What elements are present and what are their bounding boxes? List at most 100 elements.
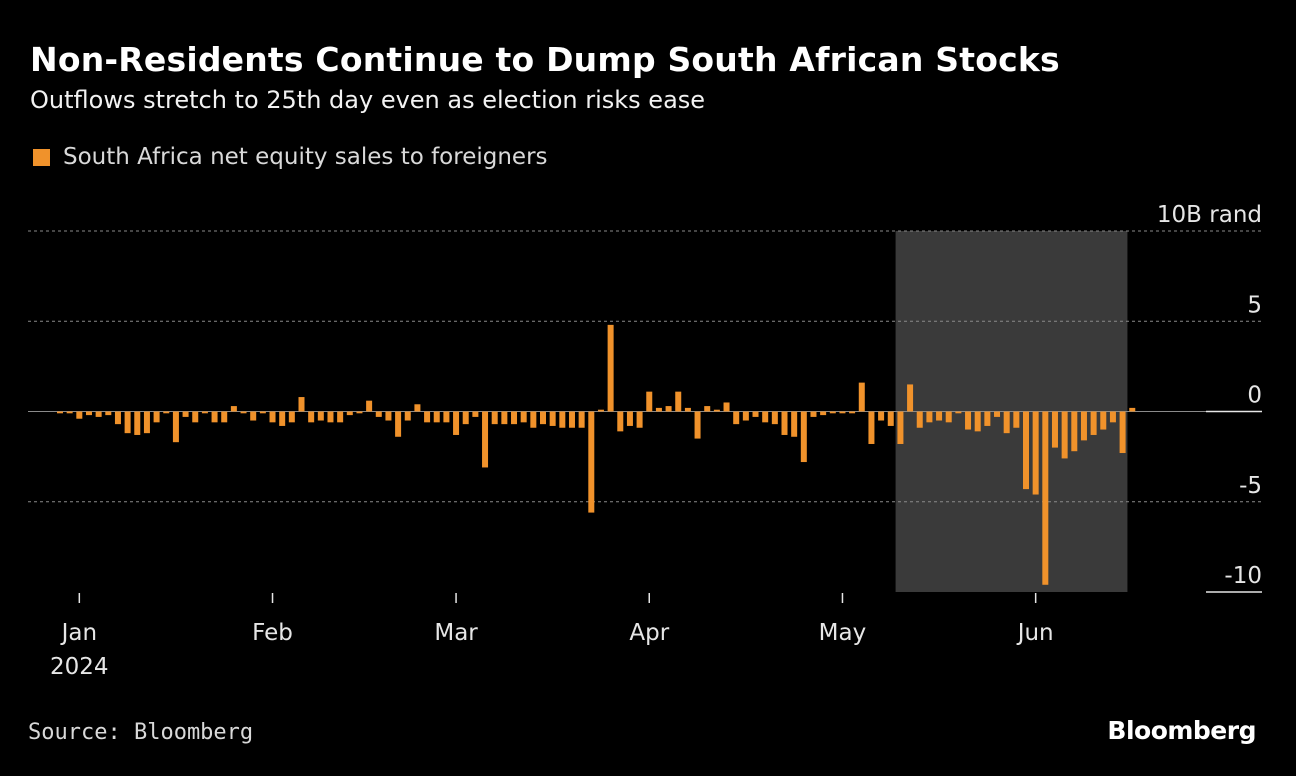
bar	[1119, 411, 1126, 454]
bar	[308, 411, 315, 423]
bar	[57, 411, 63, 414]
bar	[945, 411, 952, 423]
bar	[520, 411, 527, 423]
bar	[269, 411, 276, 423]
bar	[1042, 411, 1049, 585]
bar	[549, 411, 556, 426]
bar	[491, 411, 498, 425]
bar	[655, 407, 662, 412]
bar	[617, 411, 624, 432]
legend: South Africa net equity sales to foreign…	[33, 144, 548, 170]
bar	[839, 411, 846, 414]
bar	[172, 411, 179, 443]
bar	[646, 391, 653, 412]
bar	[588, 411, 595, 513]
bar	[974, 411, 981, 432]
y-tick-label: 10B rand	[1157, 202, 1262, 228]
bar	[395, 411, 402, 437]
bar	[182, 411, 189, 417]
bar	[540, 411, 546, 425]
bar	[984, 411, 991, 426]
bar	[259, 411, 266, 414]
chart-title: Non-Residents Continue to Dump South Afr…	[30, 40, 1060, 79]
chart-subtitle: Outflows stretch to 25th day even as ele…	[30, 86, 706, 114]
bar	[356, 411, 363, 414]
bar	[443, 411, 450, 423]
x-tick-label: Feb	[252, 620, 293, 646]
bar	[1013, 411, 1020, 428]
legend-label: South Africa net equity sales to foreign…	[63, 144, 548, 170]
bar	[288, 411, 295, 423]
bar	[404, 411, 411, 421]
bar	[240, 411, 247, 414]
bar	[298, 397, 305, 412]
bar	[762, 411, 769, 423]
y-tick-label: -5	[1239, 473, 1262, 499]
bar	[530, 411, 537, 428]
bar	[414, 404, 421, 412]
bar	[742, 411, 749, 421]
bar	[800, 411, 807, 463]
source-note: Source: Bloomberg	[28, 720, 254, 745]
y-tick-label: 5	[1247, 292, 1262, 318]
bar	[134, 411, 141, 435]
bar	[192, 411, 199, 423]
bar	[317, 411, 324, 421]
bloomberg-logo: Bloomberg	[1107, 716, 1256, 745]
bar	[887, 411, 894, 426]
bar	[665, 406, 672, 412]
bar	[153, 411, 160, 423]
x-tick-sublabel: 2024	[50, 654, 109, 680]
bar	[124, 411, 131, 434]
bar	[66, 411, 73, 414]
bar	[829, 411, 836, 414]
bar	[781, 411, 788, 435]
bar	[723, 402, 730, 412]
bar	[1032, 411, 1039, 495]
bar	[279, 411, 286, 426]
bar	[704, 406, 711, 412]
bar	[694, 411, 701, 439]
bar	[578, 411, 585, 428]
bar	[462, 411, 469, 425]
bar	[878, 411, 885, 421]
bar	[1100, 411, 1107, 430]
bar	[201, 411, 208, 414]
bar	[916, 411, 923, 428]
bar	[1061, 411, 1068, 459]
bar	[926, 411, 933, 423]
bar	[713, 409, 720, 412]
bar	[791, 411, 798, 437]
bar	[327, 411, 334, 423]
x-tick-label: Jan	[60, 620, 97, 646]
x-tick-label: May	[819, 620, 867, 646]
y-tick-label: -10	[1224, 563, 1262, 589]
bar	[559, 411, 566, 428]
bar	[1071, 411, 1078, 452]
bar	[675, 391, 682, 412]
bar	[568, 411, 575, 428]
bar	[994, 411, 1001, 417]
bar	[849, 411, 856, 414]
bar	[346, 411, 353, 416]
legend-swatch	[33, 148, 50, 166]
bar	[733, 411, 740, 425]
bar	[366, 400, 373, 412]
bar	[1023, 411, 1029, 490]
bar	[511, 411, 518, 425]
bar	[907, 384, 914, 412]
bar	[626, 411, 633, 426]
bar	[607, 324, 614, 412]
bar	[1129, 407, 1136, 412]
bar	[472, 411, 479, 417]
bar	[375, 411, 382, 417]
bar	[453, 411, 460, 435]
bar	[810, 411, 817, 417]
bar	[230, 406, 237, 412]
bar	[955, 411, 962, 414]
y-tick-label: 0	[1247, 383, 1262, 409]
bar	[636, 411, 643, 428]
bar	[936, 411, 943, 421]
bar	[211, 411, 218, 423]
